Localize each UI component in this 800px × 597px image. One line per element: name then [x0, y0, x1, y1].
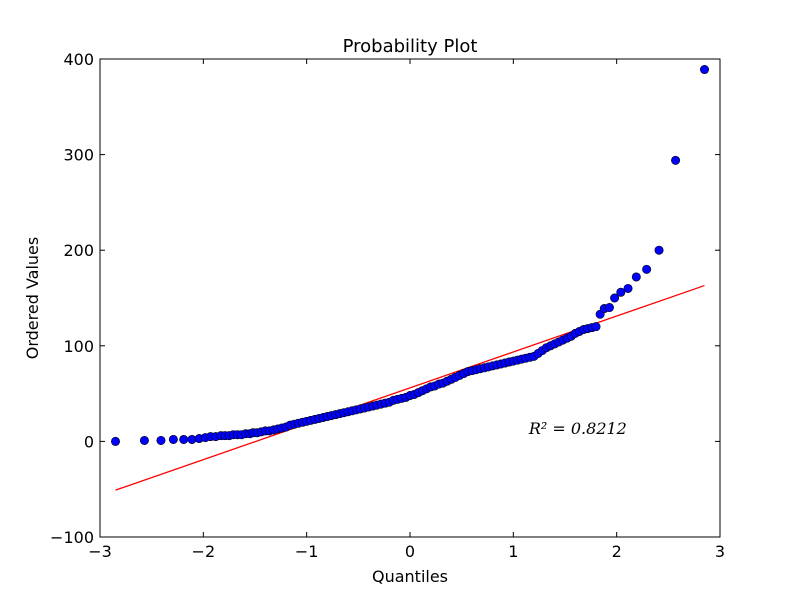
data-point	[699, 65, 709, 75]
data-point	[654, 245, 664, 255]
x-tick-label: 3	[715, 542, 725, 561]
data-point	[156, 435, 166, 445]
data-point	[604, 303, 614, 313]
plot-frame	[99, 58, 721, 538]
data-point	[139, 435, 149, 445]
x-tick-label: −1	[295, 542, 319, 561]
data-point	[616, 287, 626, 297]
y-tick-label: 400	[63, 50, 94, 69]
chart-title: Probability Plot	[343, 36, 478, 57]
y-tick-label: 100	[63, 337, 94, 356]
data-point	[642, 264, 652, 274]
y-axis-title: Ordered Values	[23, 237, 42, 359]
plot-area	[100, 59, 720, 537]
fit-line	[115, 284, 705, 491]
y-tick-label: 300	[63, 146, 94, 165]
data-point	[610, 293, 620, 303]
x-tick-label: −3	[88, 542, 112, 561]
data-point	[168, 434, 178, 444]
data-point	[631, 272, 641, 282]
data-points	[111, 65, 709, 446]
x-axis-title: Quantiles	[372, 567, 448, 586]
y-tick-label: −100	[50, 528, 94, 547]
data-point	[591, 322, 601, 332]
y-tick-label: 0	[84, 432, 94, 451]
data-point	[671, 155, 681, 165]
x-tick-label: 0	[405, 542, 415, 561]
r-squared-annotation: R² = 0.8212	[528, 419, 627, 438]
data-point	[111, 436, 121, 446]
data-point	[179, 434, 189, 444]
data-point	[623, 283, 633, 293]
x-tick-label: 1	[508, 542, 518, 561]
y-tick-label: 200	[63, 241, 94, 260]
x-tick-label: 2	[612, 542, 622, 561]
x-tick-label: −2	[192, 542, 216, 561]
